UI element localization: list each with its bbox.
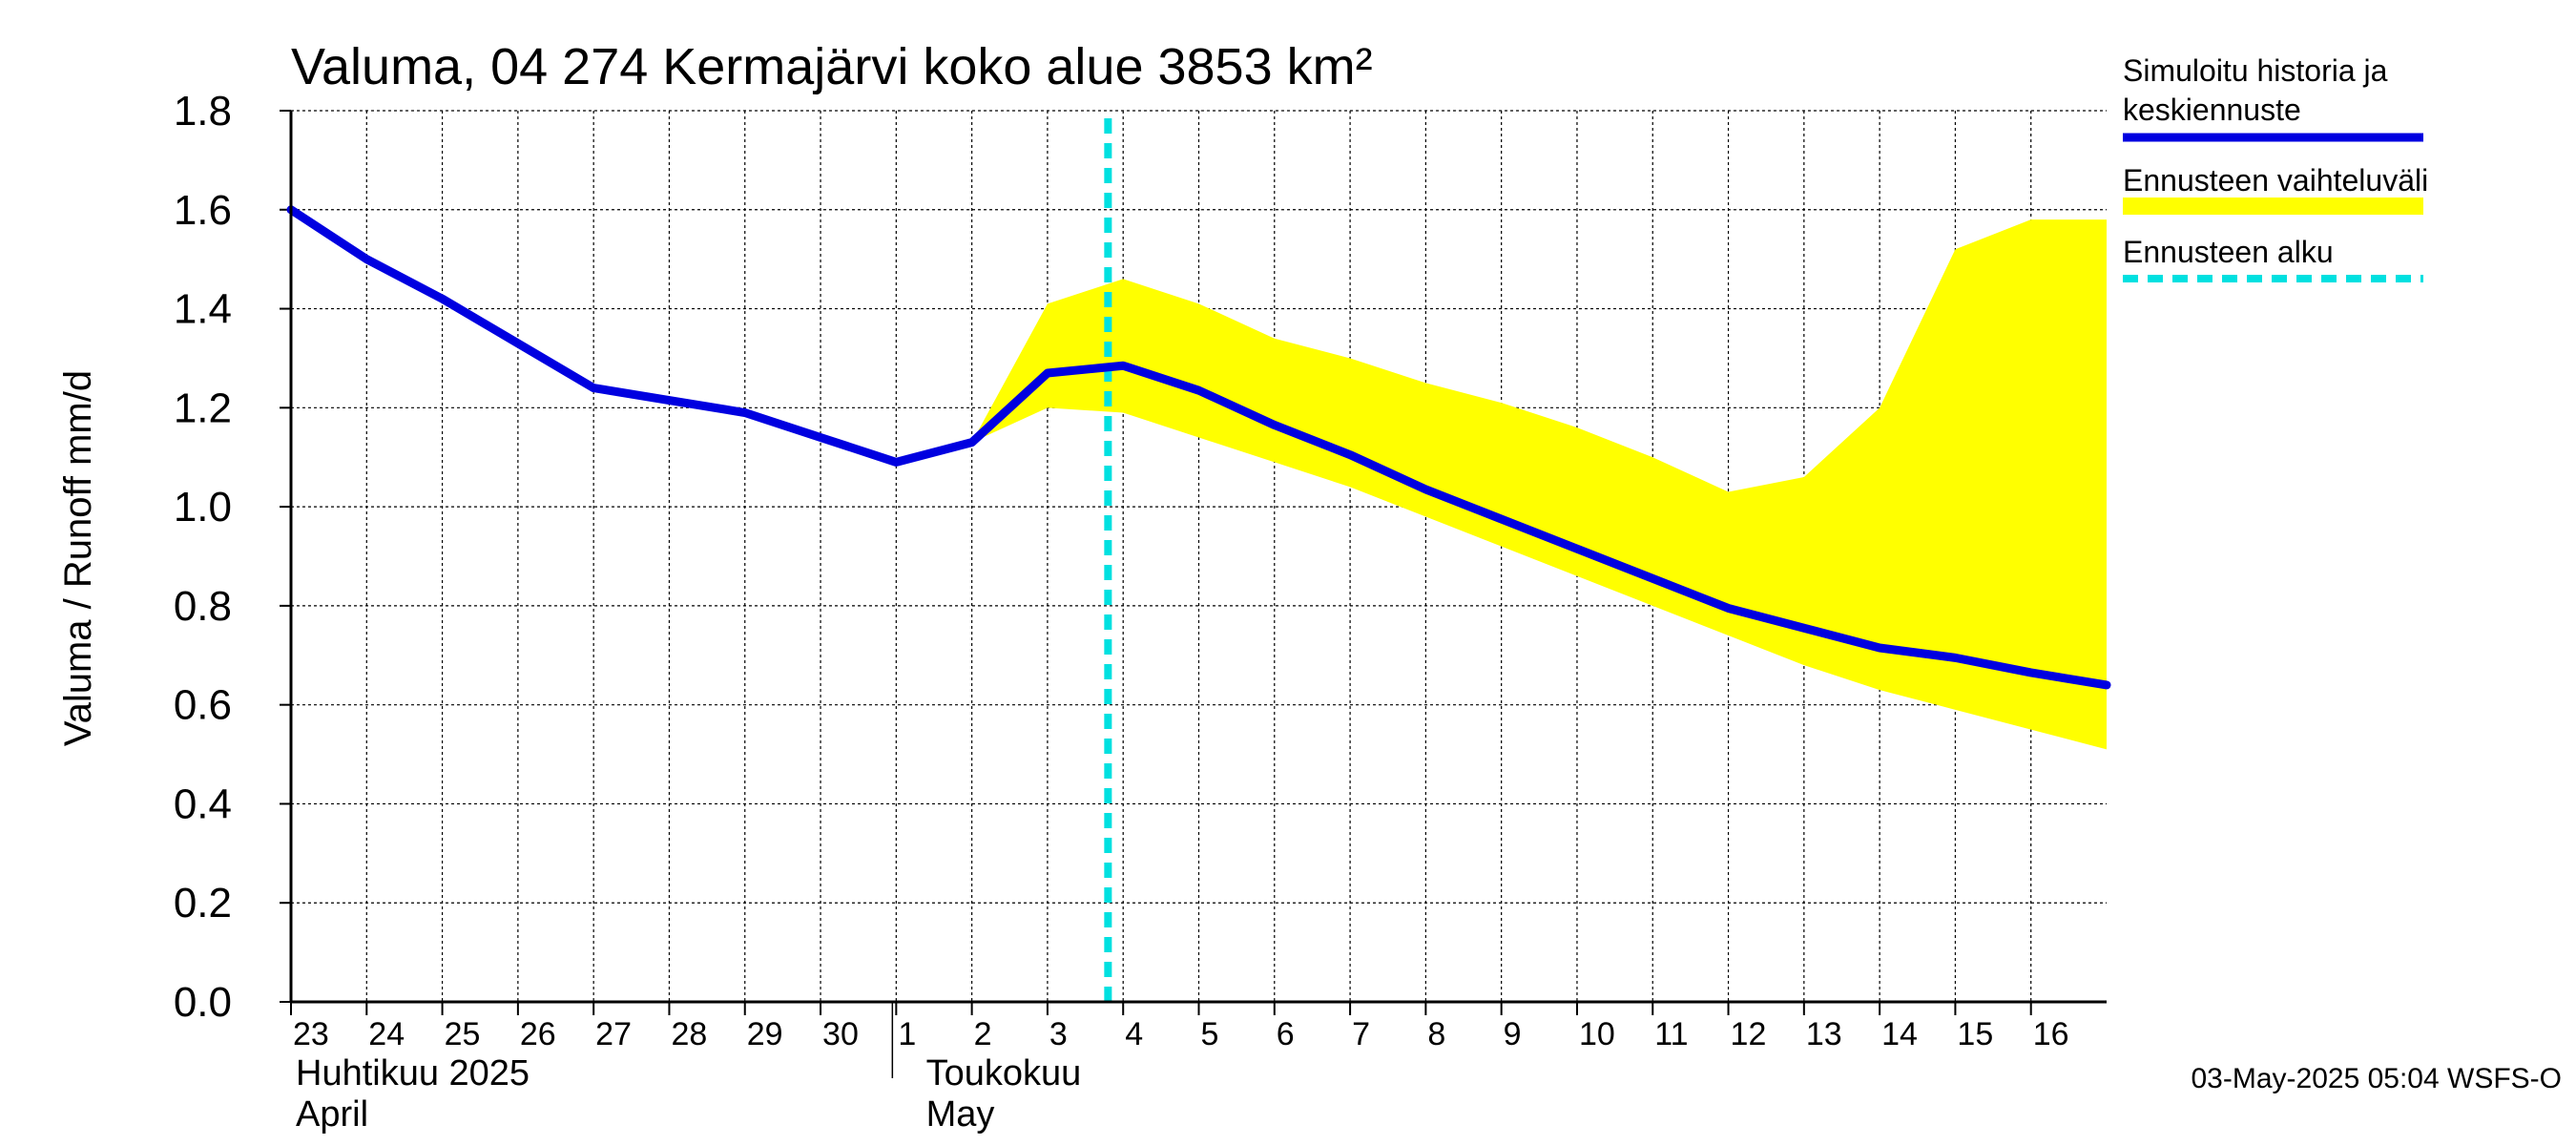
x-tick-label: 29 xyxy=(747,1016,783,1052)
x-tick-label: 14 xyxy=(1881,1016,1918,1052)
x-tick-label: 16 xyxy=(2033,1016,2069,1052)
x-tick-label: 11 xyxy=(1654,1016,1688,1052)
plot-area: 0.00.20.40.60.81.01.21.41.61.823 24 25 26 27… xyxy=(174,88,2111,1135)
month-label-fi: Huhtikuu 2025 xyxy=(296,1053,530,1093)
x-tick-label: 8 xyxy=(1427,1016,1445,1052)
x-tick-label: 13 xyxy=(1806,1016,1842,1052)
timestamp-footer: 03-May-2025 05:04 WSFS-O xyxy=(2192,1063,2563,1094)
y-tick-label: 0.2 xyxy=(174,880,232,926)
x-tick-label: 9 xyxy=(1504,1016,1522,1052)
x-tick-label: 15 xyxy=(1957,1016,1993,1052)
y-tick-label: 1.2 xyxy=(174,385,232,431)
chart-title: Valuma, 04 274 Kermajärvi koko alue 3853… xyxy=(291,38,1373,95)
month-label-en: May xyxy=(926,1094,995,1135)
legend-label: Simuloitu historia ja xyxy=(2123,53,2388,88)
legend-label: Ennusteen alku xyxy=(2123,235,2334,269)
y-tick-label: 1.8 xyxy=(174,88,232,135)
forecast-range-band xyxy=(971,219,2107,750)
x-tick-label: 1 xyxy=(898,1016,916,1052)
x-tick-label: 7 xyxy=(1352,1016,1370,1052)
y-tick-label: 0.0 xyxy=(174,979,232,1026)
x-tick-label: 2 xyxy=(974,1016,992,1052)
x-tick-label: 4 xyxy=(1125,1016,1143,1052)
legend-label: Ennusteen vaihteluväli xyxy=(2123,163,2428,198)
y-tick-label: 1.4 xyxy=(174,286,232,333)
y-axis-label: Valuma / Runoff mm/d xyxy=(57,370,99,746)
x-tick-label: 25 xyxy=(445,1016,481,1052)
y-tick-label: 0.6 xyxy=(174,682,232,729)
x-tick-label: 5 xyxy=(1201,1016,1219,1052)
x-tick-label: 23 xyxy=(293,1016,329,1052)
x-tick-label: 28 xyxy=(671,1016,707,1052)
month-label-fi: Toukokuu xyxy=(926,1053,1082,1093)
legend-label: keskiennuste xyxy=(2123,93,2301,127)
legend-swatch-band xyxy=(2123,198,2423,215)
y-tick-label: 1.6 xyxy=(174,187,232,234)
x-tick-label: 12 xyxy=(1731,1016,1767,1052)
legend: Simuloitu historia ja keskiennuste Ennuste… xyxy=(2123,53,2428,282)
y-tick-label: 0.8 xyxy=(174,583,232,630)
x-tick-label: 26 xyxy=(520,1016,556,1052)
x-tick-label: 24 xyxy=(368,1016,405,1052)
y-tick-label: 1.0 xyxy=(174,484,232,531)
y-tick-label: 0.4 xyxy=(174,781,232,827)
x-tick-label: 6 xyxy=(1277,1016,1295,1052)
x-tick-label: 27 xyxy=(595,1016,632,1052)
month-label-en: April xyxy=(296,1094,368,1135)
x-tick-label: 30 xyxy=(822,1016,859,1052)
series-line xyxy=(286,205,2111,690)
x-tick-label: 10 xyxy=(1579,1016,1615,1052)
x-tick-label: 3 xyxy=(1049,1016,1068,1052)
